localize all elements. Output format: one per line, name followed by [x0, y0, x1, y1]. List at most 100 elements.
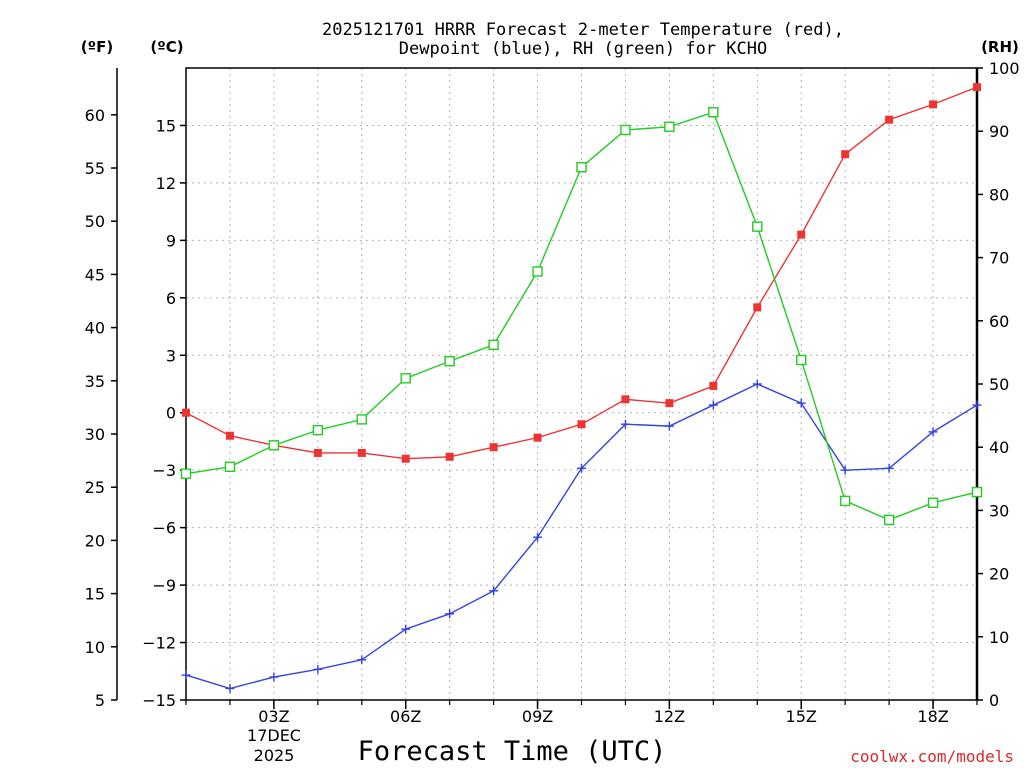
dewpoint-point — [225, 684, 235, 694]
fahrenheit-tick-label: 45 — [85, 265, 105, 284]
temperature-point — [665, 399, 674, 408]
dewpoint-point — [972, 400, 982, 410]
dewpoint-point — [445, 609, 455, 619]
dewpoint-point — [401, 624, 411, 634]
rh-point — [488, 339, 499, 351]
rh-point — [268, 440, 280, 451]
rh-point — [883, 514, 895, 526]
fahrenheit-tick-label: 5 — [95, 691, 105, 710]
rh-tick-label: 50 — [989, 375, 1009, 394]
x-tick-label: 18Z — [917, 707, 948, 726]
dewpoint-point — [313, 664, 323, 674]
rh-tick-label: 20 — [989, 565, 1009, 584]
x-tick-label: 03Z — [258, 707, 289, 726]
rh-tick-label: 30 — [989, 501, 1009, 520]
watermark: coolwx.com/models — [850, 747, 1014, 766]
celsius-tick-label: 3 — [166, 346, 176, 365]
temperature-point — [841, 150, 850, 159]
dewpoint-point — [708, 400, 718, 410]
celsius-tick-label: 12 — [156, 174, 176, 193]
dewpoint-point — [269, 672, 279, 682]
rh-tick-label: 10 — [989, 628, 1009, 647]
rh-point — [752, 221, 763, 232]
date-label-day: 17DEC — [247, 726, 301, 745]
rh-point — [664, 121, 675, 132]
dewpoint-point — [884, 463, 894, 473]
rh-point — [356, 414, 367, 425]
temperature-point — [709, 381, 718, 390]
rh-point — [620, 124, 631, 136]
rh-point — [224, 461, 236, 472]
dewpoint-point — [533, 532, 543, 542]
celsius-tick-label: −9 — [152, 576, 176, 595]
temperature-point — [797, 230, 806, 239]
rh-tick-label: 70 — [989, 249, 1009, 268]
dewpoint-point — [489, 586, 499, 596]
fahrenheit-tick-label: 50 — [85, 212, 105, 231]
fahrenheit-tick-label: 55 — [85, 159, 105, 178]
fahrenheit-tick-label: 60 — [85, 106, 105, 125]
rh-tick-label: 100 — [989, 59, 1020, 78]
dewpoint-point — [928, 427, 938, 437]
series-rh — [180, 107, 983, 526]
rh-point — [400, 373, 411, 384]
axes: −15 −12 −9 −6 −3 0 3 6 9 12 15 5 10 15 20 25 30 35 40 45 50 5… — [85, 59, 1020, 726]
celsius-unit-label: (ºC) — [150, 38, 183, 56]
rh-point — [532, 266, 543, 277]
temperature-point — [885, 115, 894, 124]
dewpoint-point — [181, 670, 191, 680]
chart-title-line-1: 2025121701 HRRR Forecast 2-meter Tempera… — [322, 20, 844, 40]
x-tick-label: 09Z — [522, 707, 553, 726]
celsius-tick-label: −15 — [142, 691, 176, 710]
celsius-tick-label: −6 — [152, 519, 176, 538]
rh-tick-label: 80 — [989, 185, 1009, 204]
dewpoint-point — [840, 465, 850, 475]
temperature-point — [357, 448, 366, 457]
temperature-point — [533, 433, 542, 442]
dewpoint-point — [752, 379, 762, 389]
temperature-point — [973, 83, 981, 92]
dewpoint-point — [620, 419, 630, 429]
dewpoint-point — [357, 655, 367, 665]
dewpoint-point — [577, 463, 586, 473]
date-label-year: 2025 — [254, 746, 295, 765]
x-tick-label: 12Z — [654, 707, 685, 726]
rh-tick-label: 0 — [989, 691, 999, 710]
fahrenheit-tick-label: 25 — [85, 478, 105, 497]
rh-point — [927, 497, 939, 509]
temperature-point — [621, 395, 630, 404]
fahrenheit-unit-label: (ºF) — [81, 38, 113, 56]
rh-point — [708, 107, 719, 118]
celsius-tick-label: 0 — [166, 404, 176, 423]
rh-tick-label: 90 — [989, 122, 1009, 141]
rh-tick-label: 40 — [989, 438, 1009, 457]
fahrenheit-tick-label: 40 — [85, 319, 105, 338]
series-temperature — [182, 83, 981, 463]
temperature-point — [225, 431, 234, 440]
rh-point — [180, 468, 192, 479]
rh-unit-label: (RH) — [981, 38, 1019, 56]
temperature-point — [929, 100, 938, 109]
temperature-point — [445, 452, 454, 461]
temperature-point — [313, 448, 322, 457]
fahrenheit-tick-label: 30 — [85, 425, 105, 444]
temperature-point — [577, 420, 586, 429]
celsius-tick-label: 6 — [166, 289, 176, 308]
fahrenheit-tick-label: 10 — [85, 638, 105, 657]
temperature-point — [753, 303, 762, 312]
temperature-point — [182, 408, 190, 417]
rh-tick-label: 60 — [989, 312, 1009, 331]
series-dewpoint — [181, 379, 982, 694]
temperature-point — [401, 454, 410, 463]
celsius-tick-label: −3 — [152, 461, 176, 480]
fahrenheit-tick-label: 20 — [85, 531, 105, 550]
rh-point — [971, 486, 983, 498]
celsius-tick-label: −12 — [142, 634, 176, 653]
chart-title-line-2: Dewpoint (blue), RH (green) for KCHO — [399, 39, 767, 59]
celsius-tick-label: 9 — [166, 231, 176, 250]
dewpoint-point — [664, 421, 674, 431]
x-axis-title: Forecast Time (UTC) — [358, 736, 667, 767]
rh-point — [576, 162, 587, 173]
fahrenheit-tick-label: 35 — [85, 372, 105, 391]
